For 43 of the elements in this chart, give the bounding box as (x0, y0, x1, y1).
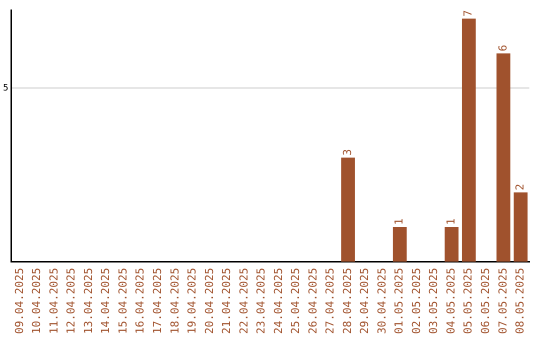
x-tick-label: 12.04.2025 (64, 268, 78, 334)
x-tick-label: 17.04.2025 (151, 268, 164, 334)
x-tick-label: 02.05.2025 (410, 268, 423, 334)
x-tick-label: 22.04.2025 (237, 268, 250, 334)
data-label: 6 (496, 44, 510, 52)
x-tick-label: 29.04.2025 (358, 268, 372, 334)
x-tick-label: 21.04.2025 (220, 268, 234, 334)
x-tick-label: 05.05.2025 (462, 268, 475, 334)
bar (462, 18, 476, 262)
x-tick-label: 24.04.2025 (272, 268, 285, 334)
y-tick-label: 5 (2, 83, 8, 94)
x-tick-label: 20.04.2025 (202, 268, 216, 334)
x-tick-label: 06.05.2025 (479, 268, 492, 334)
data-label: 1 (392, 218, 406, 226)
x-tick-label: 23.04.2025 (254, 268, 268, 334)
x-tick-label: 13.04.2025 (82, 268, 95, 334)
x-tick-label: 09.04.2025 (12, 268, 26, 334)
x-tick-label: 28.04.2025 (340, 268, 354, 334)
x-tick-label: 08.05.2025 (514, 268, 527, 334)
x-tick-label: 18.04.2025 (168, 268, 182, 334)
bar (392, 227, 407, 262)
data-label: 3 (340, 148, 354, 156)
bar (341, 158, 355, 262)
x-tick-label: 25.04.2025 (289, 268, 302, 334)
data-label: 7 (462, 10, 475, 17)
bar (444, 227, 459, 262)
data-label: 1 (444, 218, 458, 226)
x-tick-label: 10.04.2025 (30, 268, 44, 334)
x-tick-label: 15.04.2025 (116, 268, 130, 334)
x-tick-label: 30.04.2025 (375, 268, 388, 334)
x-tick-label: 03.05.2025 (427, 268, 440, 334)
x-tick-label: 19.04.2025 (186, 268, 199, 334)
data-label: 2 (514, 184, 527, 190)
x-tick-label: 14.04.2025 (99, 268, 112, 334)
x-tick-label: 26.04.2025 (306, 268, 320, 334)
x-tick-label: 04.05.2025 (444, 268, 458, 334)
x-tick-label: 11.04.2025 (47, 268, 60, 334)
bar (514, 192, 528, 262)
x-tick-label: 16.04.2025 (134, 268, 147, 334)
x-tick-label: 07.05.2025 (496, 268, 510, 334)
bar (496, 53, 510, 262)
x-tick-label: 01.05.2025 (392, 268, 406, 334)
x-tick-label: 27.04.2025 (324, 268, 337, 334)
